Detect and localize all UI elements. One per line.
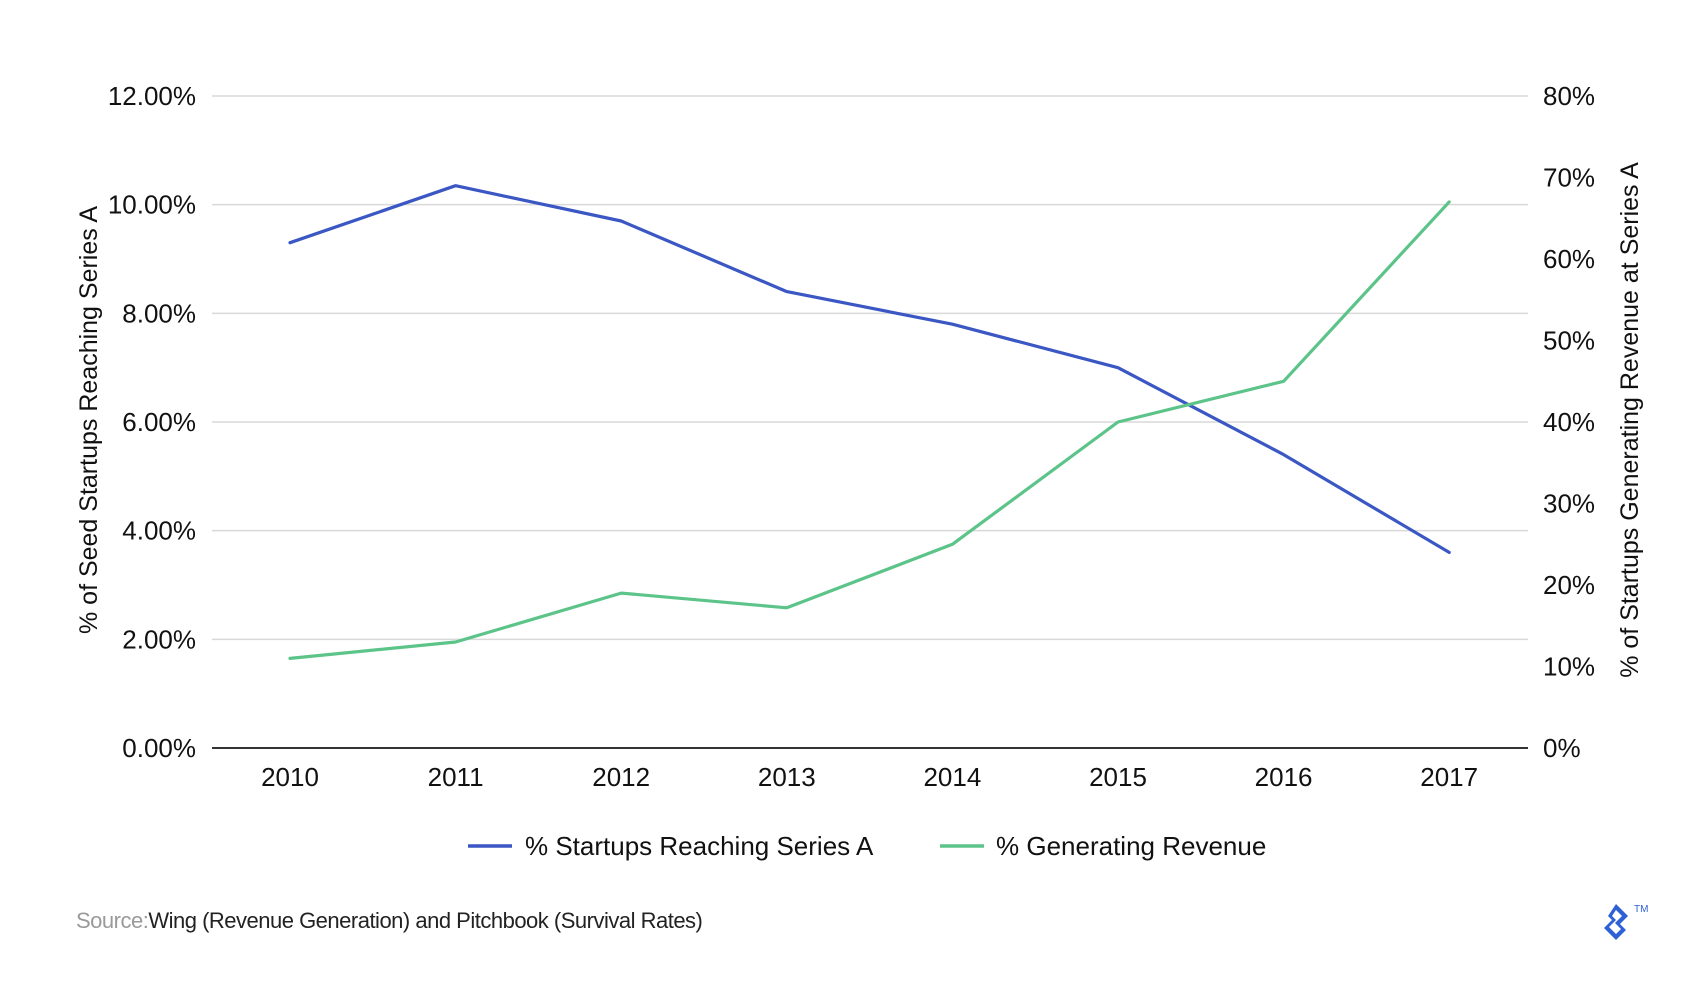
left-tick-label: 12.00%	[108, 81, 196, 111]
right-y-axis-title: % of Startups Generating Revenue at Seri…	[1616, 162, 1644, 678]
left-y-axis-title: % of Seed Startups Reaching Series A	[75, 206, 103, 634]
source-note: Source:Wing (Revenue Generation) and Pit…	[76, 908, 703, 934]
x-tick-label: 2016	[1255, 762, 1313, 792]
right-tick-label: 30%	[1543, 489, 1595, 519]
legend-label: % Startups Reaching Series A	[525, 831, 874, 861]
legend-item: % Startups Reaching Series A	[468, 831, 874, 861]
left-y-axis-ticks: 0.00% 2.00% 4.00% 6.00% 8.00% 10.00% 12.00%	[108, 81, 196, 763]
series-lines	[288, 184, 1451, 661]
right-tick-label: 60%	[1543, 244, 1595, 274]
left-tick-label: 6.00%	[122, 407, 196, 437]
right-tick-label: 80%	[1543, 81, 1595, 111]
x-tick-label: 2017	[1420, 762, 1478, 792]
source-text: Wing (Revenue Generation) and Pitchbook …	[148, 908, 703, 933]
x-tick-label: 2010	[261, 762, 319, 792]
left-tick-label: 8.00%	[122, 298, 196, 328]
right-tick-label: 70%	[1543, 163, 1595, 193]
legend-item: % Generating Revenue	[940, 831, 1266, 861]
x-tick-label: 2015	[1089, 762, 1147, 792]
x-tick-label: 2011	[428, 762, 484, 792]
left-tick-label: 4.00%	[122, 516, 196, 546]
right-tick-label: 10%	[1543, 652, 1595, 682]
x-tick-label: 2012	[592, 762, 650, 792]
source-label: Source:	[76, 908, 149, 933]
trademark-mark: TM	[1634, 904, 1648, 915]
x-tick-label: 2014	[923, 762, 981, 792]
legend: % Startups Reaching Series A % Generating…	[468, 831, 1266, 861]
x-axis-ticks: 2010 2011 2012 2013 2014 2015 2016 2017	[261, 762, 1478, 792]
series-line-1	[288, 184, 1451, 555]
legend-label: % Generating Revenue	[996, 831, 1266, 861]
left-tick-label: 10.00%	[108, 190, 196, 220]
x-tick-label: 2013	[758, 762, 816, 792]
gridlines	[212, 95, 1528, 749]
logo-mark	[1604, 904, 1628, 940]
left-tick-label: 2.00%	[122, 624, 196, 654]
right-tick-label: 0%	[1543, 733, 1581, 763]
series-line-2	[288, 200, 1451, 661]
right-y-axis-ticks: 0% 10% 20% 30% 40% 50% 60% 70% 80%	[1543, 81, 1595, 763]
right-tick-label: 50%	[1543, 326, 1595, 356]
toptal-logo-icon: TM	[1604, 904, 1648, 940]
right-tick-label: 40%	[1543, 407, 1595, 437]
left-tick-label: 0.00%	[122, 733, 196, 763]
right-tick-label: 20%	[1543, 570, 1595, 600]
